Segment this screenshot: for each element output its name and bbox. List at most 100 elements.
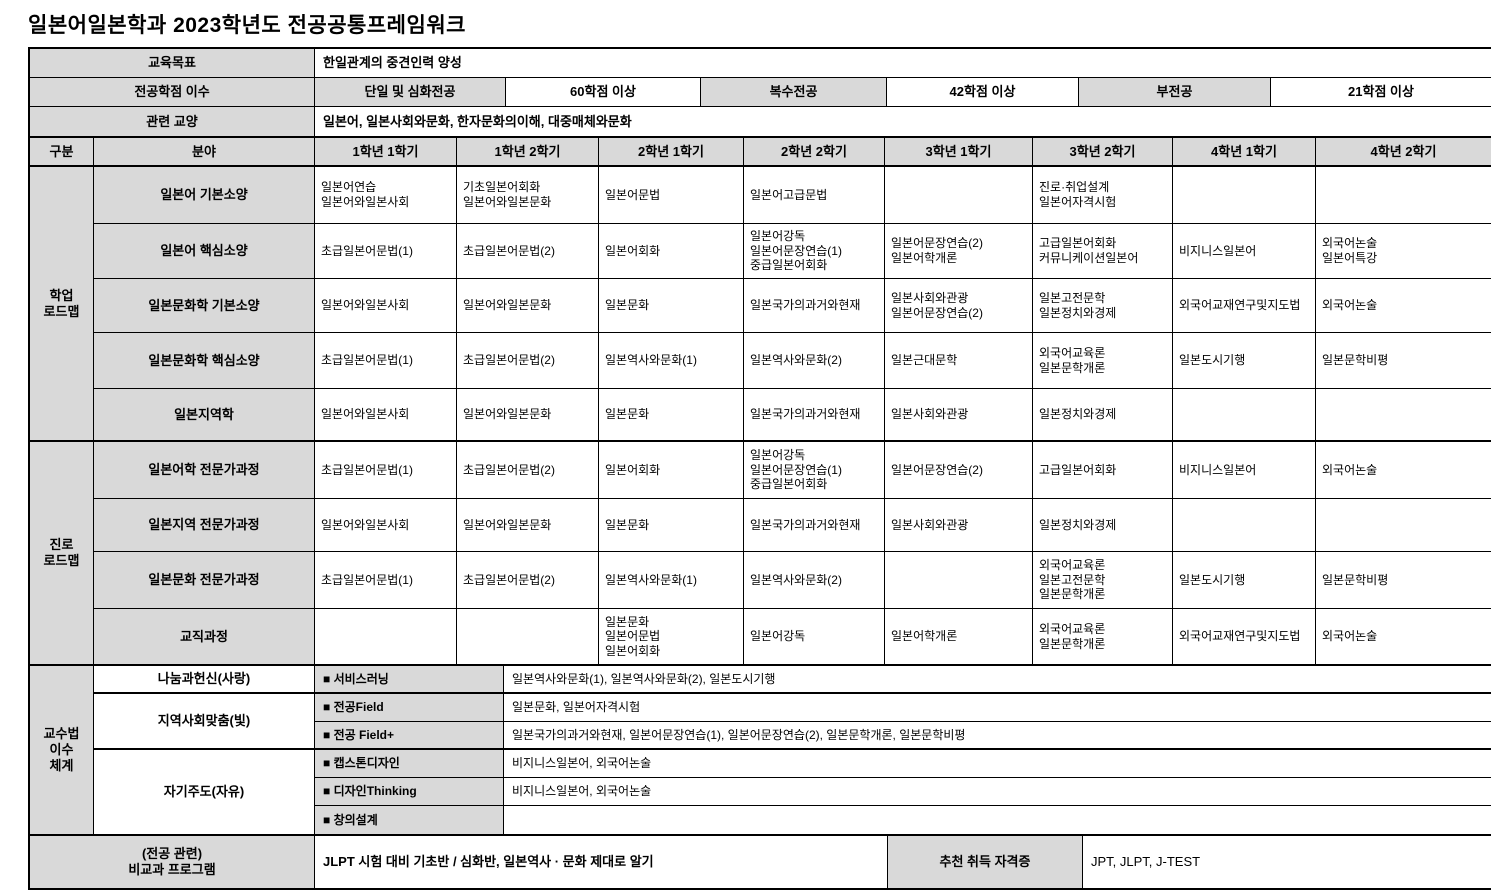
field-label: 일본문화학 핵심소양 bbox=[94, 333, 315, 389]
course-cell: 일본어강독 일본어문장연습(1) 중급일본어회화 bbox=[744, 442, 885, 499]
course-cell: 외국어논술 bbox=[1316, 442, 1491, 499]
course-cell: 일본고전문학 일본정치와경제 bbox=[1033, 279, 1173, 333]
course-cell: 일본국가의과거와현재 bbox=[744, 499, 885, 552]
course-cell: 일본어학개론 bbox=[885, 609, 1033, 664]
pedagogy-courses: 일본역사와문화(1), 일본역사와문화(2), 일본도시기행 bbox=[504, 666, 1491, 694]
course-cell: 일본어와일본문화 bbox=[457, 499, 599, 552]
course-cell: 일본어강독 bbox=[744, 609, 885, 664]
course-cell: 외국어논술 bbox=[1322, 629, 1378, 644]
pedagogy-courses: 비지니스일본어, 외국어논술 bbox=[504, 778, 1491, 806]
course-cell: 일본문학비평 bbox=[1316, 552, 1491, 609]
course-cell bbox=[457, 609, 599, 664]
column-header: 4학년 2학기 bbox=[1316, 138, 1491, 167]
pedagogy-category-label: 지역사회맞춤(빛) bbox=[94, 694, 315, 750]
pedagogy-courses: 일본국가의과거와현재, 일본어문장연습(1), 일본어문장연습(2), 일본문학… bbox=[504, 722, 1491, 750]
liberal-value: 일본어, 일본사회와문화, 한자문화의이해, 대중매체와문화 bbox=[323, 113, 632, 129]
info-section: 교육목표 한일관계의 중견인력 양성 전공학점 이수 단일 및 심화전공 60학… bbox=[30, 49, 1491, 138]
field-label: 일본지역학 bbox=[94, 389, 315, 442]
curriculum-grid: 구분 분야 1학년 1학기 1학년 2학기 2학년 1학기 2학년 2학기 3학… bbox=[30, 138, 1491, 666]
pedagogy-method-label: ■ 전공Field bbox=[315, 694, 504, 722]
course-cell: 외국어논술 일본어특강 bbox=[1316, 224, 1491, 279]
course-cell bbox=[1173, 167, 1316, 224]
course-cell: 일본역사와문화(1) bbox=[599, 333, 744, 389]
course-cell: 일본어문장연습(2) bbox=[885, 442, 1033, 499]
credits-label: 전공학점 이수 bbox=[30, 78, 315, 107]
course-cell: 외국어교육론 일본고전문학 일본문학개론 bbox=[1033, 552, 1173, 609]
course-cell: 비지니스일본어 bbox=[1173, 442, 1316, 499]
course-cell: 일본문화 bbox=[599, 499, 744, 552]
course-cell: 일본도시기행 bbox=[1173, 552, 1316, 609]
course-cell: 초급일본어문법(1) bbox=[315, 552, 457, 609]
curriculum-framework-table: 교육목표 한일관계의 중견인력 양성 전공학점 이수 단일 및 심화전공 60학… bbox=[28, 47, 1491, 890]
course-cell: 일본어문법 bbox=[599, 167, 744, 224]
cert-label: 추천 취득 자격증 bbox=[888, 836, 1083, 888]
column-header: 1학년 1학기 bbox=[315, 138, 457, 167]
field-label: 일본문화 전문가과정 bbox=[94, 552, 315, 609]
group-label-career-roadmap: 진로 로드맵 bbox=[30, 442, 94, 664]
course-cell bbox=[1173, 499, 1316, 552]
course-cell: 일본도시기행 bbox=[1173, 333, 1316, 389]
field-label: 일본문화학 기본소양 bbox=[94, 279, 315, 333]
column-header: 4학년 1학기 bbox=[1173, 138, 1316, 167]
course-cell: 일본역사와문화(2) bbox=[744, 333, 885, 389]
credit-value: 42학점 이상 bbox=[887, 78, 1079, 107]
course-cell bbox=[1316, 167, 1491, 224]
column-header: 분야 bbox=[94, 138, 315, 167]
course-cell: 일본문학비평 bbox=[1316, 333, 1491, 389]
course-cell: 일본어와일본문화 bbox=[457, 279, 599, 333]
course-cell: 외국어교재연구및지도법 bbox=[1173, 279, 1316, 333]
course-cell bbox=[1316, 499, 1491, 552]
course-cell: 기초일본어회화 일본어와일본문화 bbox=[457, 167, 599, 224]
course-cell: 초급일본어문법(1) bbox=[315, 442, 457, 499]
course-cell: 비지니스일본어 bbox=[1173, 224, 1316, 279]
cert-value: JPT, JLPT, J-TEST bbox=[1091, 854, 1201, 870]
course-cell: 일본문화 bbox=[599, 279, 744, 333]
course-cell: 초급일본어문법(2) bbox=[457, 442, 599, 499]
course-cell: 진로·취업설계 일본어자격시험 bbox=[1033, 167, 1173, 224]
pedagogy-method-label: ■ 캡스톤디자인 bbox=[315, 750, 504, 778]
field-label: 일본어 기본소양 bbox=[94, 167, 315, 224]
course-cell bbox=[1316, 389, 1491, 442]
pedagogy-courses: 일본문화, 일본어자격시험 bbox=[504, 694, 1491, 722]
field-label: 일본어학 전문가과정 bbox=[94, 442, 315, 499]
credits-row: 전공학점 이수 단일 및 심화전공 60학점 이상 복수전공 42학점 이상 부… bbox=[30, 78, 1491, 107]
footer-section: (전공 관련) 비교과 프로그램 JLPT 시험 대비 기초반 / 심화반, 일… bbox=[30, 836, 1491, 888]
course-cell: 초급일본어문법(2) bbox=[457, 224, 599, 279]
course-cell: 일본정치와경제 bbox=[1033, 499, 1173, 552]
course-cell: 일본어와일본문화 bbox=[457, 389, 599, 442]
course-cell: 일본어회화 bbox=[599, 442, 744, 499]
course-cell: 외국어논술 bbox=[1316, 279, 1491, 333]
course-cell: 일본문화 일본어문법 일본어회화 bbox=[599, 609, 744, 664]
course-cell: 일본역사와문화(1) bbox=[599, 552, 744, 609]
program-value: JLPT 시험 대비 기초반 / 심화반, 일본역사 · 문화 제대로 알기 bbox=[315, 836, 888, 888]
course-cell: 고급일본어회화 bbox=[1033, 442, 1173, 499]
course-cell: 일본어회화 bbox=[599, 224, 744, 279]
course-cell: 일본국가의과거와현재 bbox=[744, 389, 885, 442]
course-cell: 일본어연습 일본어와일본사회 bbox=[315, 167, 457, 224]
column-header: 구분 bbox=[30, 138, 94, 167]
edu-goal-label: 교육목표 bbox=[30, 49, 315, 78]
course-cell bbox=[1173, 389, 1316, 442]
edu-goal-row: 교육목표 한일관계의 중견인력 양성 bbox=[30, 49, 1491, 78]
pedagogy-method-label: ■ 창의설계 bbox=[315, 806, 504, 834]
course-cell: 일본어와일본사회 bbox=[315, 499, 457, 552]
pedagogy-method-label: ■ 서비스러닝 bbox=[315, 666, 504, 694]
pedagogy-method-label: ■ 전공 Field+ bbox=[315, 722, 504, 750]
course-cell: 일본사회와관광 일본어문장연습(2) bbox=[885, 279, 1033, 333]
course-cell: 고급일본어회화 커뮤니케이션일본어 bbox=[1033, 224, 1173, 279]
credit-type-label: 복수전공 bbox=[701, 78, 887, 107]
column-header: 3학년 1학기 bbox=[885, 138, 1033, 167]
course-cell: 일본어강독 일본어문장연습(1) 중급일본어회화 bbox=[744, 224, 885, 279]
group-label-academic-roadmap: 학업 로드맵 bbox=[30, 167, 94, 442]
column-header: 2학년 2학기 bbox=[744, 138, 885, 167]
pedagogy-category-label: 나눔과헌신(사랑) bbox=[94, 666, 315, 694]
course-cell bbox=[315, 609, 457, 664]
course-cell: 일본근대문학 bbox=[885, 333, 1033, 389]
credit-value: 21학점 이상 bbox=[1271, 78, 1491, 107]
credit-type-label: 단일 및 심화전공 bbox=[315, 78, 506, 107]
edu-goal-value: 한일관계의 중견인력 양성 bbox=[315, 49, 1491, 78]
column-header: 1학년 2학기 bbox=[457, 138, 599, 167]
course-cell: 일본정치와경제 bbox=[1033, 389, 1173, 442]
course-cell: 일본어와일본사회 bbox=[315, 279, 457, 333]
course-cell: 일본사회와관광 bbox=[885, 389, 1033, 442]
